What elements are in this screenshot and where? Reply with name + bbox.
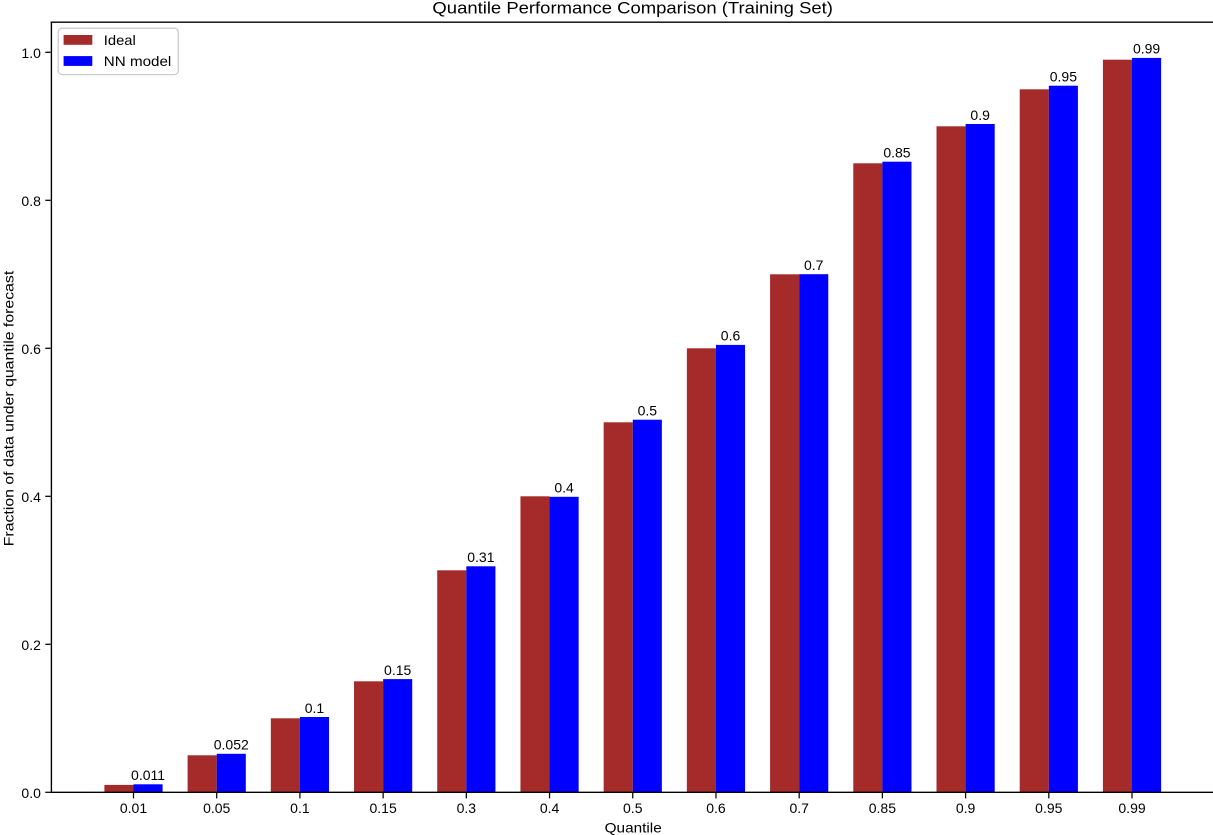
svg-text:NN model: NN model — [104, 53, 172, 69]
svg-text:0.95: 0.95 — [1050, 69, 1077, 85]
svg-text:0.1: 0.1 — [290, 800, 310, 816]
svg-text:0.95: 0.95 — [1035, 800, 1062, 816]
svg-text:0.3: 0.3 — [457, 800, 477, 816]
svg-text:0.9: 0.9 — [956, 800, 976, 816]
svg-text:0.052: 0.052 — [214, 737, 249, 753]
svg-text:0.6: 0.6 — [721, 328, 741, 344]
svg-text:0.99: 0.99 — [1133, 41, 1160, 57]
svg-text:0.7: 0.7 — [804, 257, 824, 273]
svg-text:0.4: 0.4 — [540, 800, 560, 816]
svg-text:0.8: 0.8 — [21, 193, 41, 209]
svg-text:0.85: 0.85 — [883, 145, 910, 161]
svg-text:1.0: 1.0 — [21, 45, 41, 61]
svg-text:0.15: 0.15 — [384, 662, 411, 678]
svg-text:0.5: 0.5 — [623, 800, 643, 816]
svg-text:0.05: 0.05 — [203, 800, 230, 816]
svg-text:0.6: 0.6 — [21, 341, 41, 357]
svg-text:Quantile: Quantile — [605, 820, 662, 835]
svg-text:0.4: 0.4 — [554, 480, 574, 496]
svg-text:0.0: 0.0 — [21, 785, 41, 801]
svg-text:0.1: 0.1 — [305, 700, 325, 716]
svg-text:Fraction of data under quantil: Fraction of data under quantile forecast — [1, 271, 17, 547]
svg-text:Ideal: Ideal — [104, 32, 136, 48]
svg-text:0.6: 0.6 — [706, 800, 726, 816]
svg-text:0.4: 0.4 — [21, 489, 41, 505]
svg-text:0.01: 0.01 — [120, 800, 147, 816]
svg-text:0.011: 0.011 — [131, 767, 165, 783]
svg-text:0.99: 0.99 — [1118, 800, 1145, 816]
svg-text:0.2: 0.2 — [21, 637, 41, 653]
svg-text:0.31: 0.31 — [467, 549, 494, 565]
svg-text:Quantile Performance Compariso: Quantile Performance Comparison (Trainin… — [432, 0, 833, 18]
svg-text:0.7: 0.7 — [789, 800, 809, 816]
svg-text:0.5: 0.5 — [638, 403, 658, 419]
svg-text:0.85: 0.85 — [869, 800, 896, 816]
svg-text:0.15: 0.15 — [370, 800, 397, 816]
svg-text:0.9: 0.9 — [970, 107, 990, 123]
